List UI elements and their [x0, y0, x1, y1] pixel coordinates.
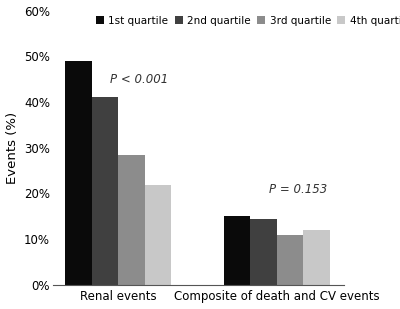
- Bar: [277, 235, 304, 285]
- Bar: [92, 97, 118, 285]
- Bar: [65, 61, 92, 285]
- Bar: [304, 230, 330, 285]
- Bar: [144, 185, 171, 285]
- Legend: 1st quartile, 2nd quartile, 3rd quartile, 4th quartile: 1st quartile, 2nd quartile, 3rd quartile…: [96, 16, 400, 26]
- Text: P < 0.001: P < 0.001: [110, 73, 168, 86]
- Bar: [250, 218, 277, 285]
- Text: P = 0.153: P = 0.153: [269, 183, 327, 196]
- Bar: [224, 216, 250, 285]
- Bar: [118, 154, 144, 285]
- Y-axis label: Events (%): Events (%): [6, 112, 18, 184]
